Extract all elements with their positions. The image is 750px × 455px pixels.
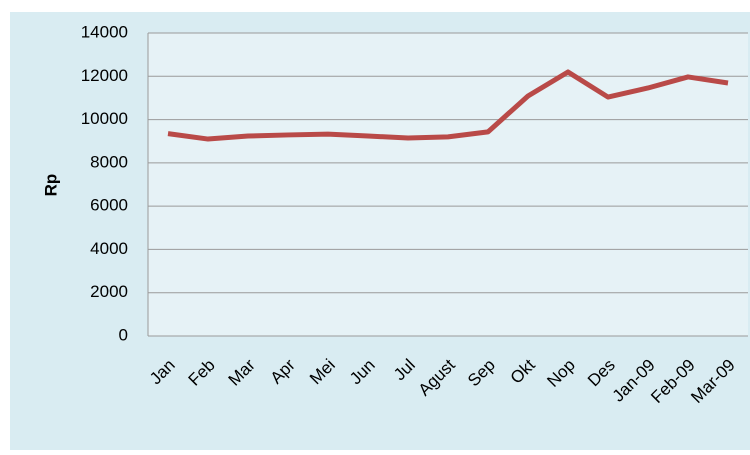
y-tick-label: 4000 [90,239,128,258]
y-tick-label: 8000 [90,152,128,171]
y-tick-label: 10000 [81,109,128,128]
y-axis-label: Rp [41,174,60,197]
y-tick-label: 6000 [90,196,128,215]
y-tick-label: 14000 [81,22,128,41]
y-tick-label: 12000 [81,66,128,85]
y-tick-label: 0 [119,325,128,344]
plot-area [148,33,748,336]
y-tick-label: 2000 [90,282,128,301]
data-line [167,69,729,142]
